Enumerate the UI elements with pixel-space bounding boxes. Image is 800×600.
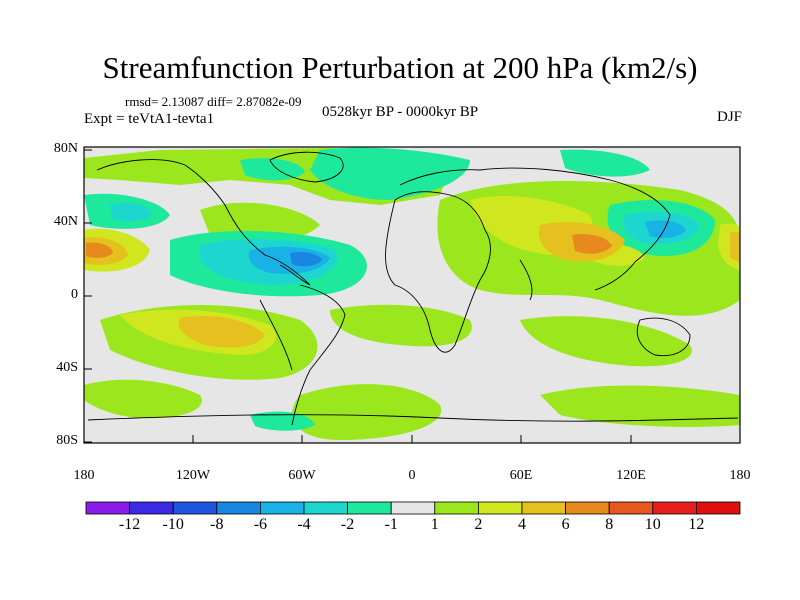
- colorbar-label: -6: [253, 516, 268, 533]
- colorbar-label: 10: [644, 516, 661, 533]
- colorbar-label: 6: [561, 516, 570, 533]
- colorbar-label: -1: [384, 516, 398, 533]
- coast-africa: [385, 191, 491, 353]
- y-label-80n: 80N: [53, 141, 78, 156]
- coast-north-america: [96, 159, 311, 286]
- colorbar-swatch: [129, 501, 174, 515]
- colorbar: [85, 501, 741, 515]
- colorbar-swatch: [216, 501, 261, 515]
- coast-south-america-west: [259, 299, 293, 371]
- colorbar-swatch: [172, 501, 218, 515]
- colorbar-label: -8: [210, 516, 224, 533]
- chart-title: Streamfunction Perturbation at 200 hPa (…: [102, 50, 698, 85]
- coast-greenland: [269, 151, 344, 183]
- colorbar-swatch: [390, 501, 436, 515]
- colorbar-label: -2: [340, 516, 355, 533]
- stats-text: rmsd= 2.13087 diff= 2.87082e-09: [125, 94, 302, 109]
- colorbar-swatch: [303, 501, 348, 515]
- x-label-120e: 120E: [616, 468, 646, 483]
- colorbar-swatch: [347, 501, 392, 515]
- coast-australia: [636, 317, 691, 357]
- x-label-180e: 180: [729, 468, 751, 483]
- colorbar-swatch: [521, 501, 566, 515]
- coast-antarctica: [87, 414, 739, 422]
- colorbar-swatch: [434, 501, 479, 515]
- colorbar-swatch: [85, 501, 130, 515]
- colorbar-label: 12: [688, 516, 705, 533]
- period-label: 0528kyr BP - 0000kyr BP: [321, 104, 479, 120]
- coast-eurasia: [399, 167, 671, 291]
- x-label-120w: 120W: [175, 468, 211, 483]
- x-label-180w: 180: [73, 468, 95, 483]
- x-label-60w: 60W: [288, 468, 316, 483]
- coastlines: [87, 151, 739, 426]
- colorbar-label: 4: [518, 516, 526, 533]
- colorbar-swatch: [608, 501, 654, 515]
- colorbar-swatch: [565, 501, 610, 515]
- colorbar-label: 1: [430, 516, 439, 533]
- colorbar-swatch: [259, 501, 305, 515]
- season-label: DJF: [716, 109, 742, 125]
- colorbar-label: 8: [605, 516, 614, 533]
- y-label-80s: 80S: [56, 433, 78, 448]
- y-label-0: 0: [71, 287, 78, 302]
- x-label-0: 0: [408, 468, 416, 483]
- colorbar-swatch: [477, 501, 523, 515]
- x-label-60e: 60E: [509, 468, 533, 483]
- y-label-40n: 40N: [53, 214, 78, 229]
- y-label-40s: 40S: [56, 360, 78, 375]
- experiment-label: Expt = teVtA1-tevta1: [84, 111, 215, 127]
- coast-south-america: [291, 284, 346, 426]
- axis-ticks: [84, 149, 632, 443]
- colorbar-label: 2: [474, 516, 483, 533]
- contour-fields: [84, 147, 740, 440]
- colorbar-label: -12: [118, 516, 141, 533]
- colorbar-label: -10: [162, 516, 184, 533]
- colorbar-swatch: [652, 501, 697, 515]
- colorbar-label: -4: [297, 516, 311, 533]
- colorbar-swatch: [696, 501, 741, 515]
- coast-india: [519, 259, 533, 301]
